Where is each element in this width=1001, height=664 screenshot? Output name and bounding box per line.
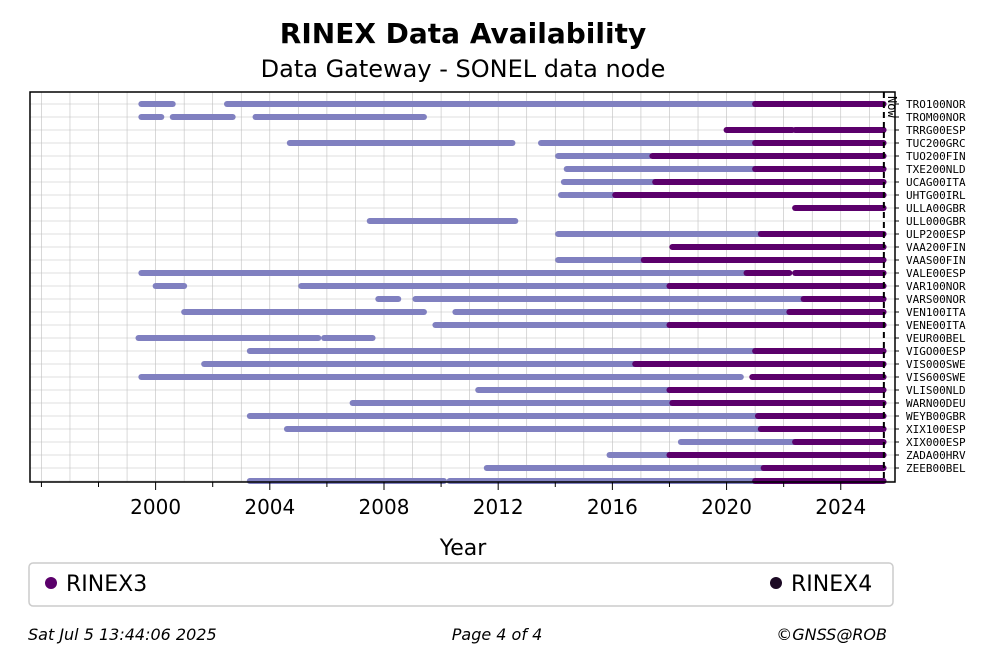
legend: RINEX3 RINEX4: [28, 562, 894, 607]
x-tick-label: 2000: [130, 495, 181, 519]
legend-label-rinex3: RINEX3: [66, 572, 147, 597]
station-label: ZEEB00BEL: [906, 462, 966, 475]
station-label: VLIS00NLD: [906, 384, 966, 397]
station-label: TXE200NLD: [906, 163, 966, 176]
x-tick-label: 2004: [244, 495, 295, 519]
station-label: VIS000SWE: [906, 358, 966, 371]
plot-frame: [29, 91, 896, 483]
legend-marker-rinex4: [770, 577, 782, 589]
station-label: VEUR00BEL: [906, 332, 966, 345]
station-label: VAAS00FIN: [906, 254, 966, 267]
x-axis-label: Year: [439, 536, 488, 561]
station-label: WEYB00GBR: [906, 410, 966, 423]
station-label: VALE00ESP: [906, 267, 966, 280]
footer-page: Page 4 of 4: [452, 625, 543, 644]
x-tick-label: 2016: [587, 495, 638, 519]
station-label: VIGO00ESP: [906, 345, 966, 358]
legend-frame: [28, 562, 894, 607]
station-label: TUO200FIN: [906, 150, 966, 163]
availability-bars: [135, 101, 887, 484]
station-label: ULP200ESP: [906, 228, 966, 241]
footer-credit: ©GNSS@ROB: [776, 625, 887, 644]
station-label: TRO100NOR: [906, 98, 966, 111]
x-tick-label: 2020: [701, 495, 752, 519]
station-label: VAR100NOR: [906, 280, 966, 293]
station-label: UCAG00ITA: [906, 176, 966, 189]
station-label: VAA200FIN: [906, 241, 966, 254]
station-label: TRRG00ESP: [906, 124, 966, 137]
x-tick-label: 2024: [815, 495, 866, 519]
station-label: UHTG00IRL: [906, 189, 966, 202]
legend-marker-rinex3: [45, 577, 57, 589]
station-label: TROM00NOR: [906, 111, 966, 124]
station-label: VIS600SWE: [906, 371, 966, 384]
station-label: ZADA00HRV: [906, 449, 966, 462]
x-tick-label: 2012: [473, 495, 524, 519]
station-label: TUC200GRC: [906, 137, 966, 150]
station-label: XIX000ESP: [906, 436, 966, 449]
x-axis: 2000 2004 2008 2012 2016 2020 2024: [40, 482, 866, 519]
chart-title: RINEX Data Availability: [280, 17, 646, 50]
x-tick-label: 2008: [359, 495, 410, 519]
footer-timestamp: Sat Jul 5 13:44:06 2025: [28, 625, 217, 644]
station-label: WARN00DEU: [906, 397, 966, 410]
legend-label-rinex4: RINEX4: [791, 572, 872, 597]
station-label: VENE00ITA: [906, 319, 966, 332]
station-labels: TRO100NORTROM00NORTRRG00ESPTUC200GRCTUO2…: [895, 98, 966, 475]
chart-subtitle: Data Gateway - SONEL data node: [261, 55, 666, 83]
station-label: XIX100ESP: [906, 423, 966, 436]
station-label: ULL000GBR: [906, 215, 966, 228]
station-label: ULLA00GBR: [906, 202, 966, 215]
station-label: VEN100ITA: [906, 306, 966, 319]
station-label: VARS00NOR: [906, 293, 966, 306]
now-label: Now: [885, 96, 899, 118]
